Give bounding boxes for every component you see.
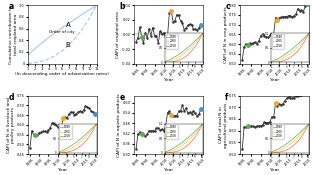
Y-axis label: Cumulative contribution to
total cropland area: Cumulative contribution to total croplan… xyxy=(9,5,17,64)
Text: f: f xyxy=(225,93,229,102)
Text: B: B xyxy=(66,42,71,48)
Y-axis label: CAPI of N in aquatic products: CAPI of N in aquatic products xyxy=(118,93,121,157)
X-axis label: Year: Year xyxy=(164,168,173,172)
Y-axis label: CAPI of total N in
agricultural products: CAPI of total N in agricultural products xyxy=(219,102,228,148)
Text: A: A xyxy=(66,22,71,28)
X-axis label: Year: Year xyxy=(270,168,279,172)
Text: c: c xyxy=(225,2,230,11)
X-axis label: Year: Year xyxy=(270,78,279,82)
Y-axis label: CAPI of cropland area: CAPI of cropland area xyxy=(116,11,120,58)
Text: e: e xyxy=(119,93,124,102)
Y-axis label: CAPI of N in crop products: CAPI of N in crop products xyxy=(224,6,228,63)
Text: a: a xyxy=(9,2,14,11)
Text: d: d xyxy=(9,93,14,102)
Y-axis label: CAPI of N in livestock and
poultry products: CAPI of N in livestock and poultry produ… xyxy=(7,97,15,153)
X-axis label: Year: Year xyxy=(164,78,173,82)
Text: Order of city: Order of city xyxy=(49,30,75,34)
X-axis label: (In descending order of urbanisation rates): (In descending order of urbanisation rat… xyxy=(15,72,109,76)
X-axis label: Year: Year xyxy=(58,168,67,172)
Text: b: b xyxy=(119,2,125,11)
